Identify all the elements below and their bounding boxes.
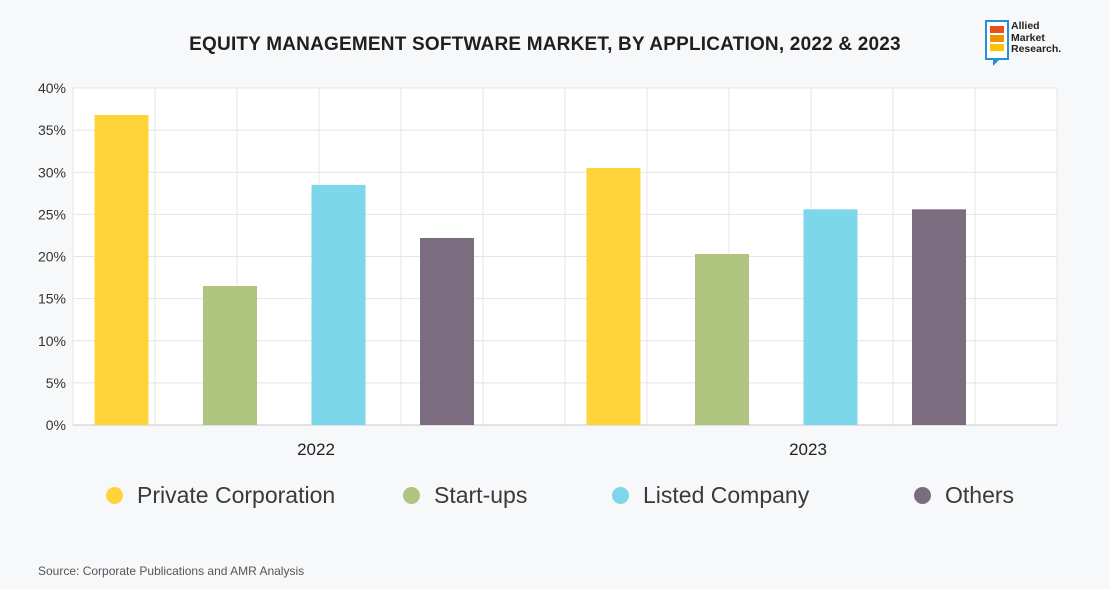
y-tick-label: 35% xyxy=(38,122,66,138)
bar-private-corporation-2023 xyxy=(586,168,641,425)
legend-label: Others xyxy=(945,482,1015,508)
bar-listed-company-2023 xyxy=(803,209,858,425)
y-tick-label: 20% xyxy=(38,249,66,265)
bar-private-corporation-2022 xyxy=(94,114,149,426)
chart-title: EQUITY MANAGEMENT SOFTWARE MARKET, BY AP… xyxy=(189,34,901,55)
y-tick-label: 10% xyxy=(38,333,66,349)
y-tick-label: 0% xyxy=(46,417,66,433)
legend-item-others: Others xyxy=(914,482,1014,509)
y-tick-label: 5% xyxy=(46,375,66,391)
legend-dot-icon xyxy=(914,487,931,504)
y-tick-label: 30% xyxy=(38,164,66,180)
bar-chart: 0% 5% 10% 15% 20% 25% 30% 35% 40% 2022 2023 xyxy=(38,80,1058,459)
legend-item-listed-company: Listed Company xyxy=(612,482,809,509)
bar-listed-company-2022 xyxy=(311,184,366,425)
y-tick-label: 25% xyxy=(38,206,66,222)
bar-start-ups-2023 xyxy=(695,253,749,425)
logo-text: Allied Market Research. xyxy=(1011,20,1062,55)
bar-start-ups-2022 xyxy=(203,285,257,425)
legend-dot-icon xyxy=(403,487,420,504)
legend-label: Start-ups xyxy=(434,482,528,508)
allied-market-research-logo: Allied Market Research. xyxy=(985,20,1085,68)
legend-label: Listed Company xyxy=(643,482,810,508)
bar-others-2022 xyxy=(420,237,474,425)
x-category-label: 2022 xyxy=(297,440,335,459)
legend-dot-icon xyxy=(612,487,629,504)
legend-dot-icon xyxy=(106,487,123,504)
y-tick-label: 40% xyxy=(38,80,66,96)
legend-label: Private Corporation xyxy=(137,482,336,508)
source-note: Source: Corporate Publications and AMR A… xyxy=(38,564,305,578)
bar-others-2023 xyxy=(912,209,966,425)
legend-item-start-ups: Start-ups xyxy=(403,482,527,509)
chart-legend: Private Corporation Start-ups Listed Compa… xyxy=(0,482,1110,512)
legend-item-private-corporation: Private Corporation xyxy=(106,482,335,509)
x-category-label: 2023 xyxy=(789,440,827,459)
y-tick-label: 15% xyxy=(38,291,66,307)
